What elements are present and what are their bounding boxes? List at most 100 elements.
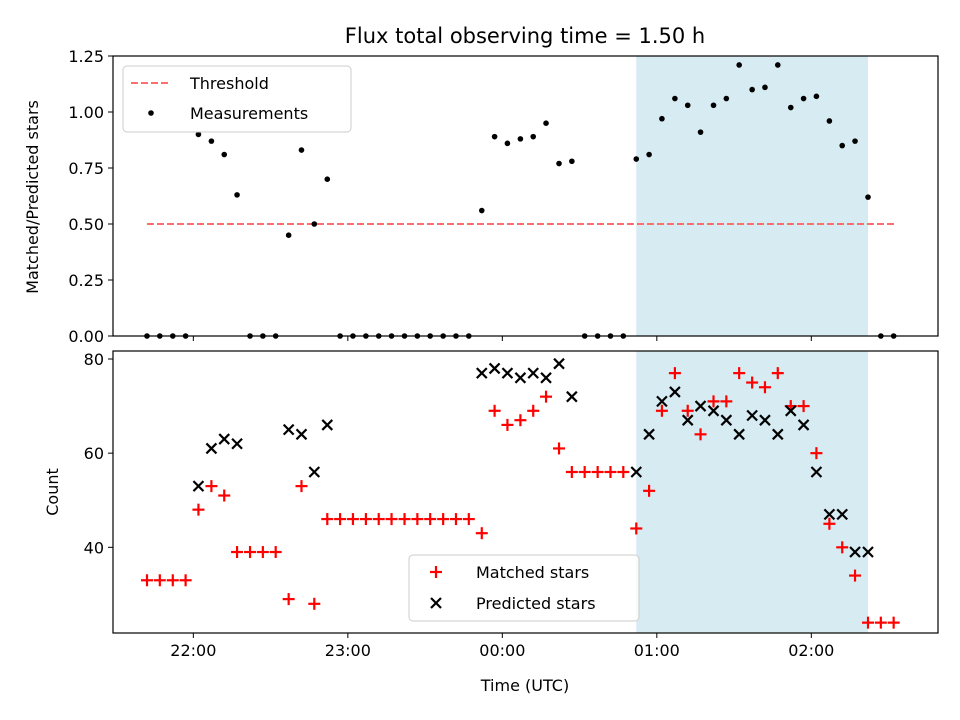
predicted-star-point xyxy=(501,367,514,379)
matched-star-point xyxy=(205,480,218,493)
measurement-point xyxy=(633,156,640,162)
matched-star-point xyxy=(166,574,179,587)
predicted-star-points xyxy=(192,357,874,558)
ratio-legend: Threshold Measurements xyxy=(122,65,352,133)
legend-measurements-label: Measurements xyxy=(190,104,308,123)
x-tick-label: 00:00 xyxy=(479,641,525,660)
matched-star-point xyxy=(295,480,308,493)
matched-star-point xyxy=(604,465,617,478)
matched-star-point xyxy=(771,367,784,380)
predicted-star-point xyxy=(656,395,668,408)
measurement-point xyxy=(311,221,318,227)
predicted-star-point xyxy=(669,386,681,398)
predicted-star-point xyxy=(784,405,797,417)
measurement-point xyxy=(530,133,537,140)
matched-star-point xyxy=(334,513,347,526)
matched-star-point xyxy=(475,527,488,540)
matched-star-point xyxy=(359,513,372,526)
count-legend-box xyxy=(408,554,640,622)
matched-star-point xyxy=(527,404,540,417)
matched-star-point xyxy=(153,574,166,587)
predicted-star-point xyxy=(321,419,334,431)
matched-star-point xyxy=(643,484,656,497)
matched-star-point xyxy=(449,513,462,526)
measurement-point xyxy=(491,133,498,140)
matched-star-point xyxy=(746,376,759,389)
measurement-point xyxy=(749,86,755,93)
measurement-point xyxy=(234,192,240,198)
predicted-star-point xyxy=(630,466,643,478)
matched-star-point xyxy=(501,418,514,431)
ratio-legend-box xyxy=(122,65,352,133)
measurement-point xyxy=(324,176,331,182)
measurement-point xyxy=(208,138,215,144)
matched-star-point xyxy=(823,517,836,530)
matched-star-point xyxy=(758,381,771,394)
predicted-star-point xyxy=(308,466,321,478)
legend-matched-swatch xyxy=(430,566,442,578)
matched-star-point xyxy=(862,616,875,629)
matched-star-point xyxy=(321,513,334,526)
predicted-star-point xyxy=(295,428,308,441)
matched-star-point xyxy=(308,597,321,610)
measurement-point xyxy=(195,131,202,138)
matched-star-point xyxy=(462,513,475,526)
ratio-y-ticks: 0.00 0.25 0.50 0.75 1.00 1.25 xyxy=(68,47,113,346)
ratio-x-ticks xyxy=(192,336,812,341)
matched-star-point xyxy=(630,522,643,535)
predicted-star-point xyxy=(282,423,295,436)
measurement-point xyxy=(543,120,549,126)
predicted-star-point xyxy=(218,433,231,445)
matched-star-point xyxy=(488,404,501,417)
y-tick-label: 0.75 xyxy=(68,159,104,178)
matched-star-point xyxy=(231,546,244,559)
predicted-star-point xyxy=(694,400,707,412)
legend-predicted-label: Predicted stars xyxy=(476,594,596,613)
matched-star-point xyxy=(514,414,527,427)
predicted-star-point xyxy=(797,419,810,431)
ratio-panel: 0.00 0.25 0.50 0.75 1.00 1.25 Matched/Predict… xyxy=(23,47,939,346)
measurement-point xyxy=(646,151,652,158)
matched-star-point xyxy=(565,465,578,478)
y-tick-label: 60 xyxy=(84,444,104,463)
matched-star-point xyxy=(140,574,153,587)
measurement-point xyxy=(569,158,575,165)
matched-star-point xyxy=(346,513,359,526)
predicted-star-point xyxy=(488,362,501,375)
measurement-point xyxy=(762,84,768,91)
observing-window-shade-bottom xyxy=(636,351,869,633)
y-tick-label: 0.25 xyxy=(68,271,104,290)
matched-star-point xyxy=(810,447,823,460)
measurement-point xyxy=(774,62,781,68)
count-panel: 40 60 80 22:00 23:00 00:00 01:00 02:00 Count T… xyxy=(43,350,939,695)
y-tick-label: 0.50 xyxy=(68,215,104,234)
measurement-point xyxy=(800,95,807,102)
x-tick-label: 23:00 xyxy=(325,641,371,660)
matched-star-point xyxy=(553,442,566,455)
predicted-star-point xyxy=(527,367,540,379)
predicted-star-point xyxy=(553,357,565,370)
matched-star-point xyxy=(655,404,668,417)
matched-star-point xyxy=(733,367,746,380)
y-tick-label: 40 xyxy=(84,538,104,557)
predicted-star-point xyxy=(707,405,720,417)
measurement-point xyxy=(826,118,833,124)
count-y-axis-label: Count xyxy=(43,468,62,516)
matched-star-point xyxy=(797,400,810,413)
matched-star-point xyxy=(437,513,450,526)
matched-star-points xyxy=(140,367,900,629)
predicted-star-point xyxy=(514,372,527,384)
matched-star-point xyxy=(385,513,398,526)
count-legend: Matched stars Predicted stars xyxy=(408,554,640,622)
measurement-point xyxy=(684,102,691,109)
ratio-panel-frame xyxy=(112,55,939,337)
matched-star-point xyxy=(218,489,231,502)
observing-window-shade xyxy=(636,56,869,336)
measurement-point xyxy=(697,129,704,135)
predicted-star-point xyxy=(566,390,578,403)
predicted-star-point xyxy=(540,372,552,384)
y-tick-label: 1.25 xyxy=(68,47,104,66)
predicted-star-point xyxy=(476,367,488,379)
matched-star-point xyxy=(668,367,681,380)
y-tick-label: 80 xyxy=(84,350,104,369)
